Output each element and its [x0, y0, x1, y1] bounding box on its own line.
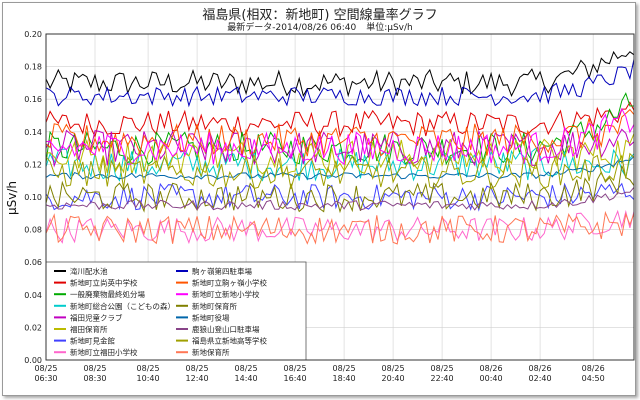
x-axis-ticks: 08/2506:3008/2508:3008/2510:4008/2512:40…	[34, 364, 604, 383]
series-line	[45, 128, 635, 168]
series-line	[45, 107, 635, 166]
legend-label: 新地町保育所	[192, 301, 237, 311]
latest-data-label: 最新データ-2014/08/26 06:40	[227, 23, 357, 33]
series-line	[45, 152, 635, 190]
legend-label: 新地町総合公園（こどもの森）	[70, 301, 175, 311]
series-line	[45, 133, 635, 175]
x-tick-time: 14:40	[235, 374, 258, 383]
y-tick-label: 0.04	[24, 291, 42, 300]
y-tick-label: 0.20	[24, 30, 42, 39]
legend-label: 滝川配水池	[70, 266, 108, 276]
legend-label: 新地町立福田小学校	[70, 347, 138, 357]
legend: 滝川配水池新地町立尚英中学校一般廃棄物最終処分場新地町総合公園（こどもの森）福田…	[54, 266, 267, 357]
x-tick-date: 08/26	[529, 364, 552, 373]
y-tick-label: 0.02	[24, 323, 42, 332]
x-tick-date: 08/25	[235, 364, 258, 373]
y-tick-label: 0.18	[24, 63, 42, 72]
series-line	[45, 165, 635, 214]
x-tick-date: 08/25	[186, 364, 209, 373]
legend-label: 新地町立駒ヶ嶺小学校	[192, 278, 267, 288]
series-line	[45, 58, 635, 108]
x-tick-time: 00:40	[480, 374, 503, 383]
y-tick-label: 0.06	[24, 258, 42, 267]
legend-label: 福田保育所	[70, 324, 108, 334]
legend-label: 駒ヶ嶺第四駐車場	[192, 266, 252, 276]
y-tick-label: 0.16	[24, 95, 42, 104]
series-lines	[45, 50, 635, 245]
y-tick-label: 0.08	[24, 226, 42, 235]
series-line	[45, 210, 635, 245]
legend-label: 新地町立尚英中学校	[70, 278, 138, 288]
legend-label: 新地町見金館	[70, 336, 115, 346]
series-line	[45, 186, 635, 211]
series-line	[45, 209, 635, 245]
chart-subtitle: 最新データ-2014/08/26 06:40 単位:μSv/h	[0, 20, 640, 33]
series-line	[45, 155, 635, 180]
x-tick-time: 12:40	[186, 374, 209, 383]
x-tick-time: 02:40	[529, 374, 552, 383]
x-tick-time: 22:40	[431, 374, 454, 383]
x-tick-date: 08/26	[582, 364, 605, 373]
y-axis-ticks: 0.00 0.02 0.04 0.06 0.08 0.10 0.12 0.14 0.16 0.18…	[24, 30, 42, 365]
series-line	[45, 50, 635, 98]
x-tick-time: 04:50	[582, 374, 605, 383]
x-tick-date: 08/25	[382, 364, 405, 373]
y-tick-label: 0.12	[24, 160, 42, 169]
x-tick-date: 08/25	[34, 364, 57, 373]
y-tick-label: 0.10	[24, 193, 42, 202]
plot-area-border	[45, 33, 635, 361]
legend-label: 新地町立新地小学校	[192, 289, 260, 299]
series-line	[45, 108, 635, 157]
x-tick-time: 20:40	[382, 374, 405, 383]
legend-label: 福田児童クラブ	[70, 312, 123, 322]
series-line	[45, 182, 635, 212]
x-tick-time: 18:40	[333, 374, 356, 383]
legend-label: 鹿狼山登山口駐車場	[192, 324, 260, 334]
x-tick-date: 08/26	[480, 364, 503, 373]
legend-label: 新地保育所	[192, 347, 230, 357]
x-tick-time: 06:30	[34, 374, 57, 383]
x-tick-date: 08/25	[431, 364, 454, 373]
legend-label: 福島県立新地高等学校	[192, 336, 267, 346]
x-tick-time: 10:40	[137, 374, 160, 383]
x-tick-date: 08/25	[83, 364, 106, 373]
x-tick-time: 16:40	[284, 374, 307, 383]
y-tick-label: 0.14	[24, 128, 42, 137]
series-line	[45, 101, 635, 138]
x-tick-date: 08/25	[284, 364, 307, 373]
chart-title: 福島県(相双：新地町) 空間線量率グラフ	[202, 8, 438, 23]
x-tick-time: 08:30	[83, 374, 106, 383]
x-tick-date: 08/25	[333, 364, 356, 373]
legend-label: 一般廃棄物最終処分場	[70, 289, 145, 299]
unit-label: 単位:μSv/h	[366, 23, 413, 33]
y-axis-label: μSv/h	[5, 181, 19, 215]
legend-label: 新地町役場	[192, 312, 230, 322]
x-tick-date: 08/25	[137, 364, 160, 373]
y-tick-label: 0.00	[24, 356, 42, 365]
